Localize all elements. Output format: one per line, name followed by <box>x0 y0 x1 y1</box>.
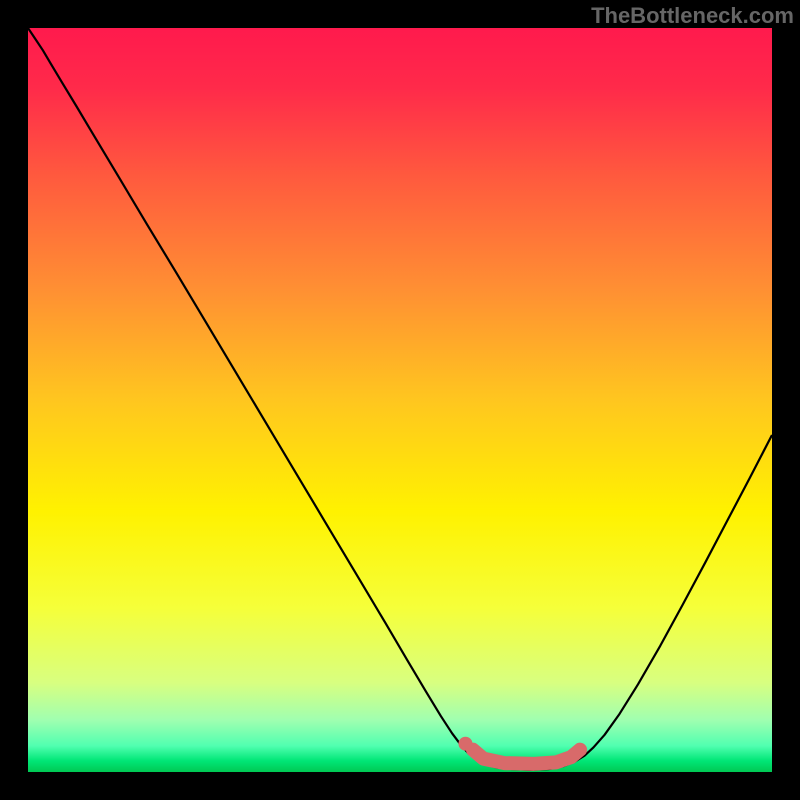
watermark-text: TheBottleneck.com <box>591 3 794 29</box>
optimal-range-highlight <box>473 750 580 764</box>
curve-path <box>28 28 772 770</box>
bottleneck-curve <box>28 28 772 772</box>
plot-area <box>28 28 772 772</box>
optimal-range-start-dot <box>458 737 472 751</box>
chart-container: TheBottleneck.com <box>0 0 800 800</box>
